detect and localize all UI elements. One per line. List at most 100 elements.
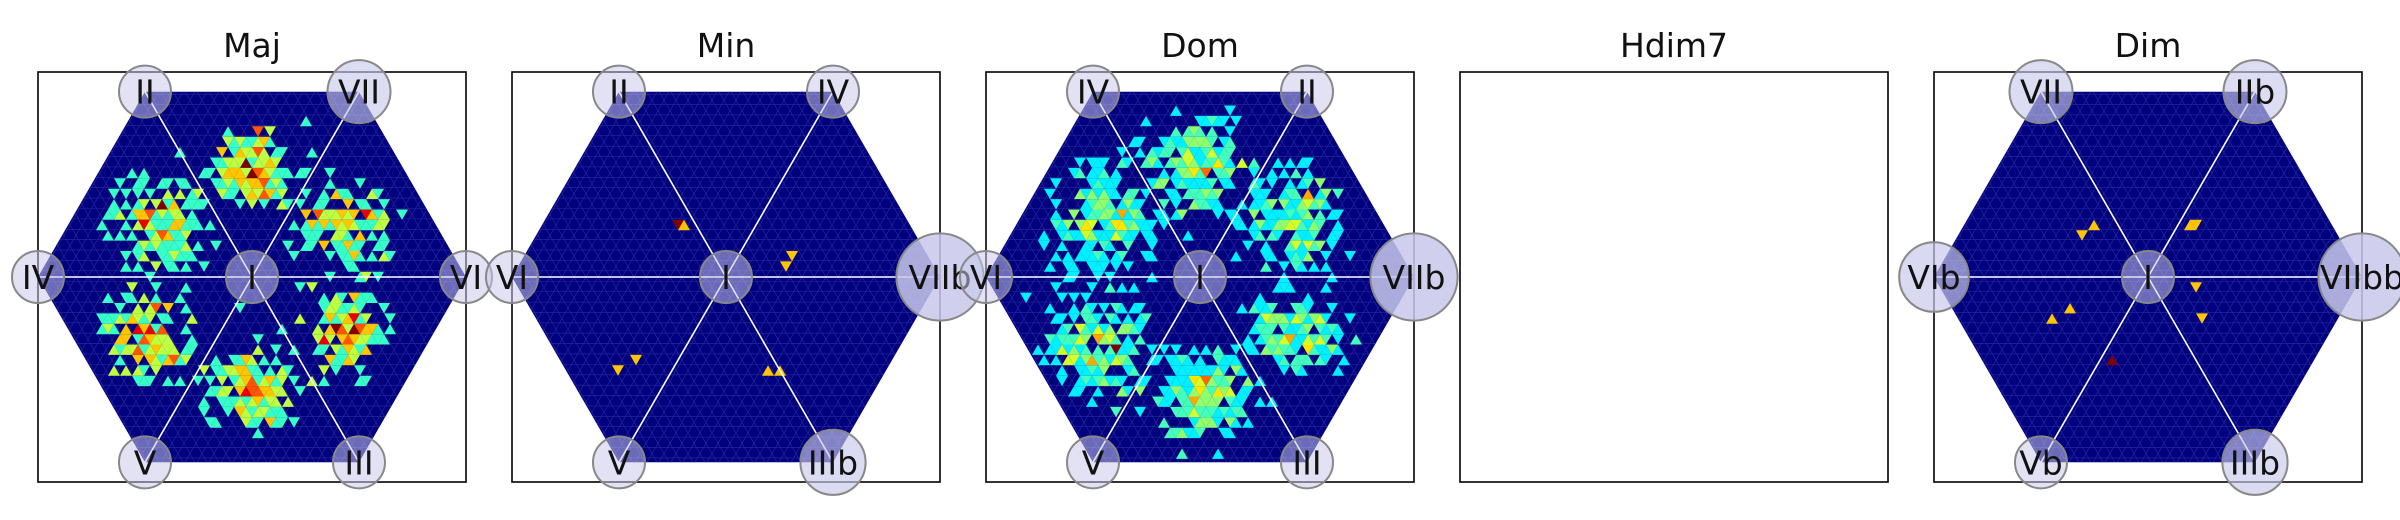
heatmap-cell xyxy=(144,240,156,251)
heatmap-cell xyxy=(1200,147,1212,158)
heatmap-cell xyxy=(1266,209,1278,220)
heatmap-cell xyxy=(270,157,282,168)
heatmap-cell xyxy=(1188,167,1200,179)
heatmap-cell xyxy=(1218,147,1230,158)
heatmap-cell xyxy=(288,375,300,387)
heatmap-cell xyxy=(1308,199,1320,210)
heatmap-cell xyxy=(1212,167,1224,179)
heatmap-cell xyxy=(324,219,336,231)
heatmap-cell xyxy=(1296,240,1308,251)
heatmap-cell xyxy=(1080,354,1092,366)
heatmap-cell xyxy=(96,313,108,324)
spoke-line xyxy=(1199,91,1308,278)
heatmap-cell xyxy=(312,334,324,345)
heatmap-cell xyxy=(1050,199,1062,210)
heatmap-cell xyxy=(1230,406,1242,418)
heatmap-cell xyxy=(1074,167,1086,179)
heatmap-cell xyxy=(342,323,354,335)
vertex-node-label: VIIb xyxy=(1383,258,1446,297)
heatmap-cell xyxy=(324,209,336,220)
heatmap-cell xyxy=(240,147,252,158)
vertex-node-circle xyxy=(2221,428,2289,496)
heatmap-cell xyxy=(1110,178,1122,189)
heatmap-cell xyxy=(1302,323,1314,335)
heatmap-cell xyxy=(270,354,282,366)
heatmap-cell xyxy=(252,167,264,179)
heatmap-cell xyxy=(1152,178,1164,189)
heatmap-cell xyxy=(1188,417,1200,428)
heatmap-cell xyxy=(1194,417,1206,428)
heatmap-cell xyxy=(1272,313,1284,324)
heatmap-cell xyxy=(192,375,204,387)
heatmap-cell xyxy=(174,292,186,303)
spoke-line xyxy=(2147,91,2256,278)
heatmap-cell xyxy=(264,136,276,148)
heatmap-cell xyxy=(1086,354,1098,366)
heatmap-cell xyxy=(1164,396,1176,407)
heatmap-cell xyxy=(300,188,312,200)
heatmap-cell xyxy=(1158,396,1170,407)
heatmap-cell xyxy=(1290,240,1302,251)
heatmap-cell xyxy=(174,188,186,200)
heatmap-cell xyxy=(1254,396,1266,407)
heatmap-cell xyxy=(1296,354,1308,366)
heatmap-cell xyxy=(1086,230,1098,241)
heatmap-cell xyxy=(348,334,360,345)
vertex-node-label: V xyxy=(134,443,157,482)
heatmap-cell xyxy=(1200,136,1212,148)
heatmap-cell xyxy=(162,334,174,345)
heatmap-cell xyxy=(2190,219,2202,231)
heatmap-cell xyxy=(1206,396,1218,407)
heatmap-cell xyxy=(246,417,258,428)
heatmap-cell xyxy=(1200,417,1212,428)
heatmap-cell xyxy=(1284,282,1296,293)
heatmap-cell xyxy=(1122,354,1134,366)
heatmap-cell xyxy=(354,292,366,303)
heatmap-cell xyxy=(96,323,108,335)
heatmap-cell xyxy=(1134,313,1146,324)
heatmap-cell xyxy=(276,167,288,179)
heatmap-cell xyxy=(246,396,258,407)
heatmap-cell xyxy=(1194,147,1206,158)
heatmap-cell xyxy=(1290,219,1302,231)
panel-title: Hdim7 xyxy=(1620,26,1728,65)
heatmap-cell xyxy=(1044,188,1056,200)
heatmap-cell xyxy=(132,261,144,272)
heatmap-cell xyxy=(348,354,360,366)
heatmap-cell xyxy=(1326,303,1338,314)
heatmap-cell xyxy=(216,157,228,168)
heatmap-cell xyxy=(120,313,132,324)
heatmap-cell xyxy=(1200,199,1212,210)
heatmap-cell xyxy=(1278,334,1290,345)
heatmap-cell xyxy=(324,178,336,189)
heatmap-cell xyxy=(1050,313,1062,324)
heatmap-cell xyxy=(1086,313,1098,324)
heatmap-cell xyxy=(150,219,162,231)
heatmap-cell xyxy=(1140,115,1152,127)
heatmap-cell xyxy=(1056,323,1068,335)
heatmap-cell xyxy=(258,147,270,158)
heatmap-cell xyxy=(1320,344,1332,355)
heatmap-cell xyxy=(1296,199,1308,210)
heatmap-cell xyxy=(264,167,276,179)
heatmap-cell xyxy=(330,219,342,231)
heatmap-cell xyxy=(1080,199,1092,210)
heatmap-cell xyxy=(1128,136,1140,148)
panel-frame xyxy=(1459,71,1889,483)
heatmap-cell xyxy=(216,147,228,158)
heatmap-cell xyxy=(132,199,144,210)
spoke-line xyxy=(618,91,727,278)
heatmap-cell xyxy=(132,344,144,355)
heatmap-cell xyxy=(1086,219,1098,231)
heatmap-cell xyxy=(300,230,312,241)
heatmap-cell xyxy=(342,219,354,231)
center-node-circle xyxy=(225,250,279,304)
spoke-line xyxy=(251,276,360,463)
heatmap-cell xyxy=(1194,115,1206,127)
heatmap-cell xyxy=(1182,365,1194,376)
heatmap-cell xyxy=(1236,406,1248,418)
heatmap-cell xyxy=(1092,251,1104,262)
heatmap-cell xyxy=(1344,313,1356,324)
heatmap-cell xyxy=(1110,209,1122,220)
heatmap-cell xyxy=(228,354,240,366)
